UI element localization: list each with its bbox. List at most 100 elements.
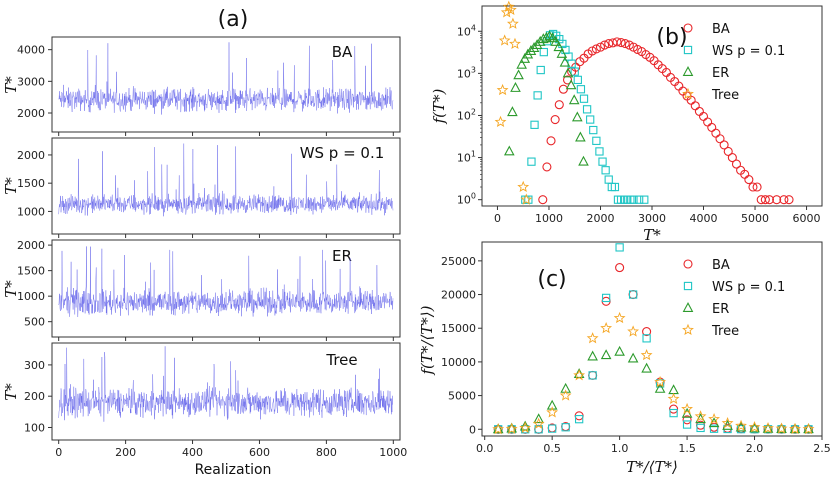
- panel-c: (c) 0.0 0.5 1.0 1.5 2.0 2.5 0 5000 10000 15000 200…: [418, 241, 830, 476]
- legend-label: BA: [712, 22, 730, 37]
- data-point: [655, 379, 665, 388]
- data-point: [573, 75, 582, 85]
- y-tick-label: 10000: [441, 356, 476, 369]
- data-point: [502, 0, 515, 12]
- subplot-ba: BA T* 2000 3000 4000: [2, 36, 401, 136]
- data-point: [550, 115, 560, 125]
- data-point: [533, 413, 544, 424]
- data-point: [641, 362, 652, 373]
- y-tick-label: 5000: [448, 390, 476, 403]
- data-point: [568, 94, 580, 105]
- data-point: [561, 423, 570, 432]
- data-point: [562, 75, 573, 85]
- legend-marker: [683, 281, 693, 291]
- data-point: [592, 136, 601, 145]
- data-point: [752, 182, 762, 192]
- y-axis-label: f(T*): [430, 88, 448, 124]
- series-line: [58, 246, 394, 318]
- plot-frame: [481, 5, 823, 207]
- legend-label: Tree: [711, 88, 739, 103]
- data-point: [600, 40, 610, 50]
- x-tick-label: 2000: [586, 212, 614, 225]
- y-tick-label: 2000: [17, 149, 45, 162]
- data-point: [610, 182, 620, 192]
- data-point: [682, 420, 692, 429]
- y-axis-label: T*: [2, 76, 20, 94]
- subplot-label: WS p = 0.1: [300, 144, 385, 162]
- legend-marker: [682, 302, 694, 312]
- subplot-tree: Tree T* 100 200 300: [2, 342, 401, 444]
- data-point: [708, 412, 720, 425]
- data-point: [682, 415, 692, 425]
- data-point: [694, 410, 707, 422]
- data-point: [520, 193, 533, 205]
- legend-marker: [683, 45, 693, 55]
- data-point: [519, 421, 532, 433]
- data-point: [772, 195, 782, 205]
- data-point: [598, 157, 607, 166]
- y-axis-label: T*: [2, 177, 20, 195]
- data-point: [586, 332, 599, 344]
- data-point: [616, 37, 626, 48]
- x-tick-label: 600: [249, 446, 270, 459]
- data-point: [613, 311, 626, 324]
- y-tick-label: 0: [469, 423, 476, 436]
- data-point: [539, 47, 548, 57]
- data-point: [735, 419, 747, 431]
- data-point: [604, 39, 614, 49]
- data-point: [615, 263, 625, 273]
- data-point: [541, 31, 552, 42]
- legend: BA WS p = 0.1 ER Tree: [682, 258, 785, 339]
- data-point: [574, 415, 584, 424]
- x-tick-label: 0.0: [476, 442, 494, 455]
- data-point: [554, 100, 564, 110]
- y-tick-label: 103: [457, 65, 476, 80]
- data-point: [681, 402, 693, 415]
- data-point: [667, 392, 680, 404]
- data-point: [507, 425, 516, 434]
- y-tick-label: 2000: [17, 107, 45, 120]
- data-point: [548, 424, 557, 433]
- y-tick-label: 104: [457, 23, 476, 38]
- data-point: [802, 422, 815, 435]
- legend-label: ER: [712, 66, 729, 81]
- data-point: [668, 384, 679, 395]
- y-tick-label: 102: [457, 107, 476, 122]
- data-point: [760, 195, 770, 205]
- x-tick-label: 2.0: [746, 442, 764, 455]
- data-point: [532, 417, 545, 429]
- data-point: [570, 67, 579, 76]
- data-point: [530, 120, 539, 129]
- legend-marker: [682, 87, 694, 100]
- subplot-frame: [51, 36, 401, 133]
- subplot-frame: [51, 239, 401, 338]
- data-point: [550, 35, 561, 46]
- x-tick-label: 200: [115, 446, 136, 459]
- y-tick-label: 1000: [17, 290, 45, 303]
- data-point: [601, 166, 610, 175]
- data-point: [711, 128, 721, 138]
- x-axis-label: T*: [643, 226, 661, 244]
- data-point: [748, 421, 761, 433]
- data-points: [492, 243, 815, 435]
- y-tick-label: 3000: [17, 75, 45, 88]
- subplot-label: ER: [332, 247, 352, 265]
- x-axis-ticks: 0 200 400 600 800 1000: [55, 446, 407, 459]
- data-point: [669, 408, 678, 418]
- data-point: [553, 41, 565, 52]
- y-tick-label: 20000: [441, 289, 476, 302]
- y-tick-label: 200: [24, 390, 45, 403]
- data-point: [527, 157, 536, 166]
- data-point: [589, 125, 598, 135]
- data-point: [506, 17, 519, 29]
- data-point: [533, 91, 542, 100]
- y-tick-label: 500: [24, 316, 45, 329]
- y-axis-label: T*: [2, 280, 20, 298]
- data-point: [642, 334, 651, 343]
- y-tick-label: 1500: [17, 265, 45, 278]
- data-point: [546, 406, 559, 418]
- data-point: [500, 6, 513, 18]
- y-tick-label: 1500: [17, 177, 45, 190]
- plot-frame: [481, 241, 823, 437]
- data-point: [642, 327, 652, 337]
